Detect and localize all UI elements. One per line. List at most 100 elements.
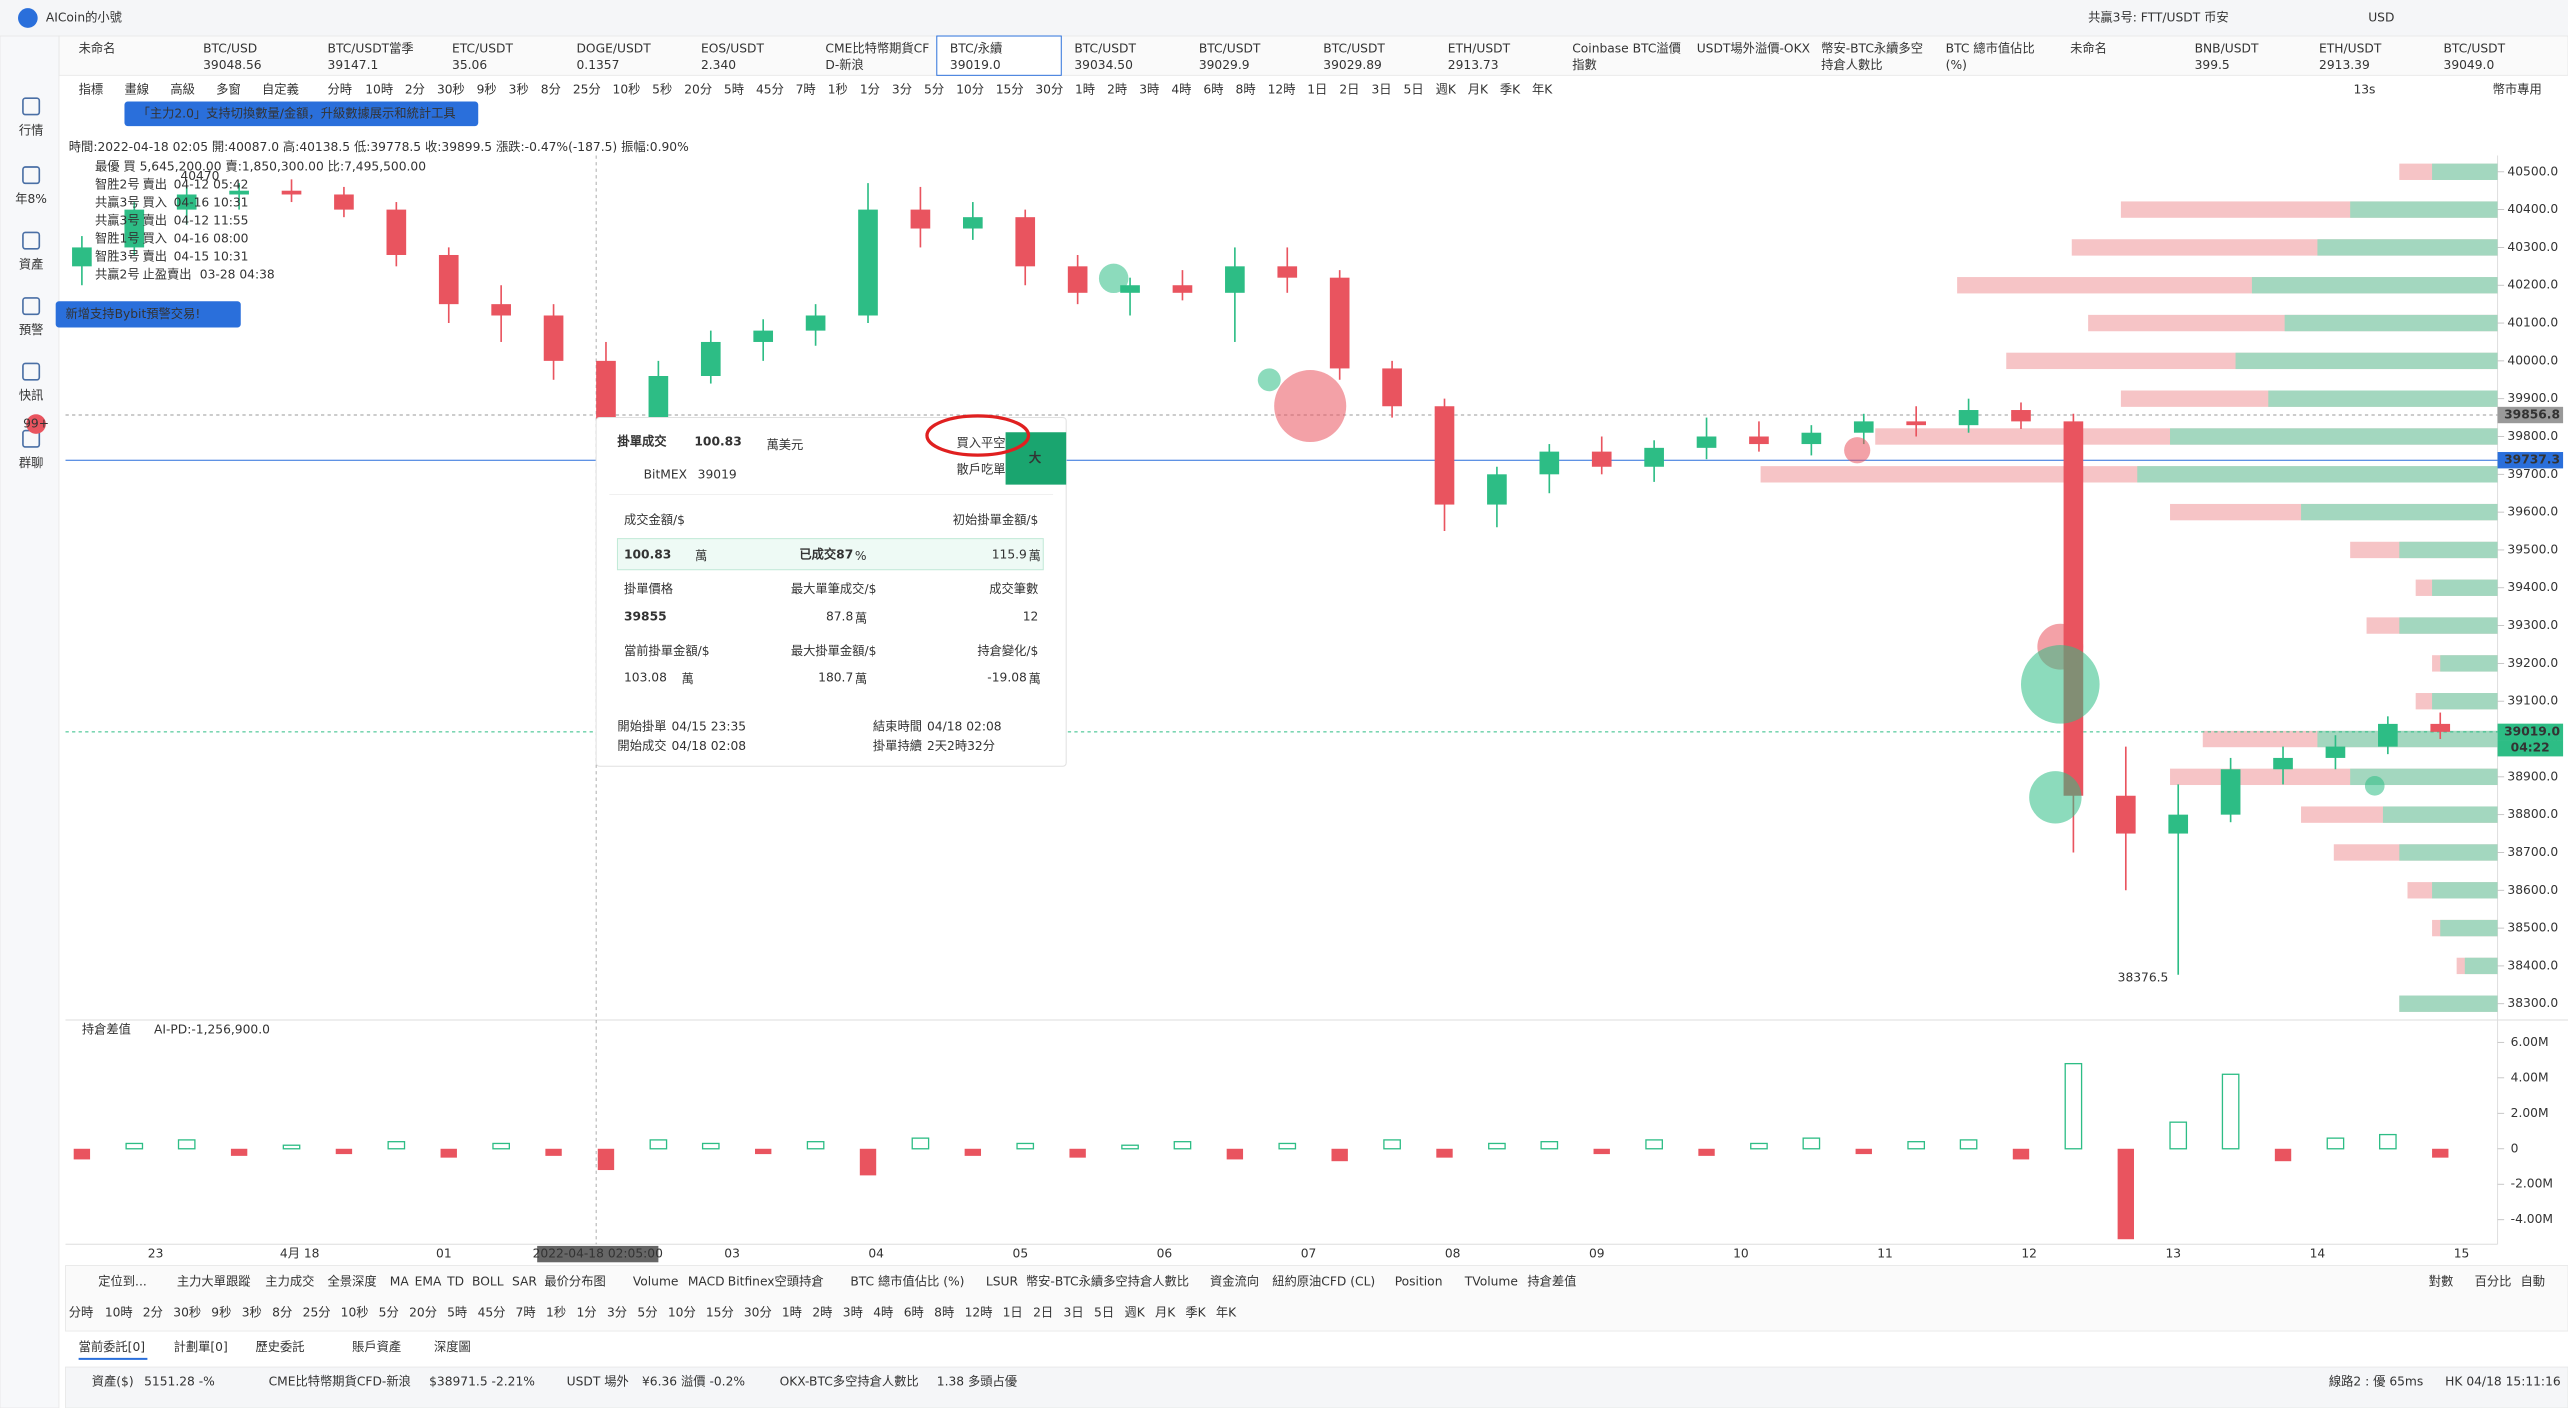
indicator[interactable]: SAR	[512, 1274, 537, 1288]
timeframe[interactable]: 30秒	[437, 83, 465, 97]
timeframe[interactable]: 3日	[1064, 1306, 1084, 1320]
timeframe[interactable]: 9秒	[477, 83, 497, 97]
timeframe[interactable]: 15分	[996, 83, 1024, 97]
tab-name[interactable]: BTC/永續	[950, 41, 1002, 56]
tab-name[interactable]: BTC/USDT當季	[328, 42, 414, 56]
sidebar-label[interactable]: 年8%	[15, 192, 47, 206]
timeframe[interactable]: 9秒	[211, 1306, 231, 1320]
timeframe[interactable]: 月K	[1155, 1306, 1176, 1320]
tab-price[interactable]: (%)	[1946, 58, 1967, 72]
tab-price[interactable]: 39147.1	[328, 58, 379, 72]
scale-option[interactable]: 百分比	[2475, 1274, 2512, 1288]
timeframe[interactable]: 8分	[272, 1306, 292, 1320]
timeframe[interactable]: 年K	[1532, 83, 1553, 97]
tool[interactable]: 自定義	[262, 82, 299, 97]
tab-name[interactable]: CME比特幣期貨CF	[825, 41, 929, 56]
indicator[interactable]: 幣安-BTC永續多空持倉人數比	[1026, 1273, 1189, 1288]
timeframe[interactable]: 5時	[447, 1306, 467, 1320]
timeframe[interactable]: 2日	[1339, 83, 1359, 97]
indicator[interactable]: 全景深度	[328, 1273, 377, 1288]
tab-price[interactable]: 39029.89	[1323, 58, 1382, 72]
tab-price[interactable]: 39029.9	[1199, 58, 1250, 72]
timeframe[interactable]: 4時	[1171, 83, 1191, 97]
indicator[interactable]: EMA	[415, 1274, 442, 1288]
timeframe[interactable]: 10分	[956, 83, 984, 97]
sidebar-label[interactable]: 快訊	[19, 388, 44, 403]
timeframe[interactable]: 1時	[782, 1306, 802, 1320]
tab-price[interactable]: 39048.56	[203, 58, 262, 72]
indicator[interactable]: 資金流向	[1210, 1273, 1259, 1288]
timeframe[interactable]: 10分	[668, 1306, 696, 1320]
indicator[interactable]: TVolume	[1464, 1274, 1518, 1288]
sidebar-label[interactable]: 群聊	[19, 456, 44, 470]
timeframe[interactable]: 5分	[637, 1306, 657, 1320]
tab-price[interactable]: 39019.0	[950, 58, 1001, 72]
tool[interactable]: 畫線	[124, 82, 149, 97]
tool[interactable]: 指標	[79, 82, 104, 97]
indicator[interactable]: Bitfinex空頭持倉	[728, 1273, 824, 1288]
popup-action[interactable]: 買入平空	[956, 436, 1005, 450]
timeframe[interactable]: 30秒	[173, 1306, 201, 1320]
timeframe[interactable]: 10時	[365, 83, 393, 97]
timeframe[interactable]: 5日	[1094, 1306, 1114, 1320]
tab-price[interactable]: 2913.39	[2319, 58, 2370, 72]
timeframe[interactable]: 15分	[706, 1306, 734, 1320]
indicator[interactable]: TD	[446, 1274, 464, 1288]
tab-name[interactable]: BTC/USDT	[2444, 42, 2506, 56]
scale-option[interactable]: 對數	[2429, 1274, 2454, 1288]
timeframe[interactable]: 45分	[478, 1306, 506, 1320]
timeframe[interactable]: 6時	[1203, 83, 1223, 97]
timeframe[interactable]: 30分	[1035, 83, 1063, 97]
popup-action[interactable]: 散戶吃單	[956, 461, 1005, 476]
order-tab[interactable]: 歷史委託	[255, 1339, 304, 1354]
tab-name[interactable]: 未命名	[79, 41, 116, 56]
indicator[interactable]: LSUR	[986, 1274, 1019, 1288]
tab-name[interactable]: Coinbase BTC溢價	[1572, 42, 1681, 56]
order-tab[interactable]: 計劃單[0]	[174, 1339, 228, 1354]
timeframe[interactable]: 10時	[105, 1306, 133, 1320]
timeframe[interactable]: 45分	[756, 83, 784, 97]
timeframe[interactable]: 1日	[1307, 83, 1327, 97]
indicator[interactable]: 最价分布图	[544, 1274, 605, 1288]
tab-name[interactable]: DOGE/USDT	[576, 42, 651, 56]
tab-name[interactable]: ETH/USDT	[2319, 42, 2382, 56]
timeframe[interactable]: 季K	[1500, 83, 1521, 97]
tab-name[interactable]: BTC/USDT	[1323, 42, 1385, 56]
tab-name[interactable]: ETC/USDT	[452, 42, 513, 56]
tab-name[interactable]: EOS/USDT	[701, 42, 765, 56]
timeframe[interactable]: 8分	[541, 83, 561, 97]
sidebar-icon[interactable]	[22, 97, 41, 116]
timeframe[interactable]: 3分	[607, 1306, 627, 1320]
tab-name[interactable]: ETH/USDT	[1448, 42, 1511, 56]
indicator[interactable]: Position	[1395, 1274, 1443, 1288]
timeframe[interactable]: 3時	[843, 1306, 863, 1320]
timeframe[interactable]: 1日	[1003, 1306, 1023, 1320]
timeframe[interactable]: 10秒	[613, 83, 641, 97]
timeframe[interactable]: 月K	[1468, 83, 1489, 97]
timeframe[interactable]: 2時	[1107, 83, 1127, 97]
timeframe[interactable]: 5秒	[652, 83, 672, 97]
timeframe[interactable]: 1秒	[546, 1306, 566, 1320]
timeframe[interactable]: 3秒	[509, 83, 529, 97]
indicator[interactable]: 持倉差值	[1527, 1273, 1576, 1288]
timeframe[interactable]: 5分	[379, 1306, 399, 1320]
tab-price[interactable]: 指數	[1572, 57, 1597, 72]
indicator[interactable]: 主力大單跟蹤	[177, 1274, 251, 1288]
sidebar-icon[interactable]	[22, 166, 41, 185]
timeframe[interactable]: 分時	[328, 83, 353, 97]
timeframe[interactable]: 週K	[1436, 83, 1457, 97]
sidebar-icon[interactable]	[22, 231, 41, 250]
indicator[interactable]: BTC 總市值佔比 (%)	[850, 1273, 964, 1288]
timeframe[interactable]: 週K	[1124, 1306, 1145, 1320]
order-tab[interactable]: 當前委託[0]	[79, 1339, 145, 1354]
timeframe[interactable]: 12時	[965, 1306, 993, 1320]
timeframe[interactable]: 12時	[1268, 83, 1296, 97]
timeframe[interactable]: 8時	[934, 1306, 954, 1320]
timeframe[interactable]: 3分	[892, 83, 912, 97]
tab-price[interactable]: 39049.0	[2444, 58, 2495, 72]
timeframe[interactable]: 分時	[69, 1306, 94, 1320]
timeframe[interactable]: 季K	[1185, 1306, 1206, 1320]
timeframe[interactable]: 7時	[516, 1306, 536, 1320]
timeframe[interactable]: 1分	[860, 83, 880, 97]
tab-name[interactable]: BNB/USDT	[2195, 42, 2259, 56]
